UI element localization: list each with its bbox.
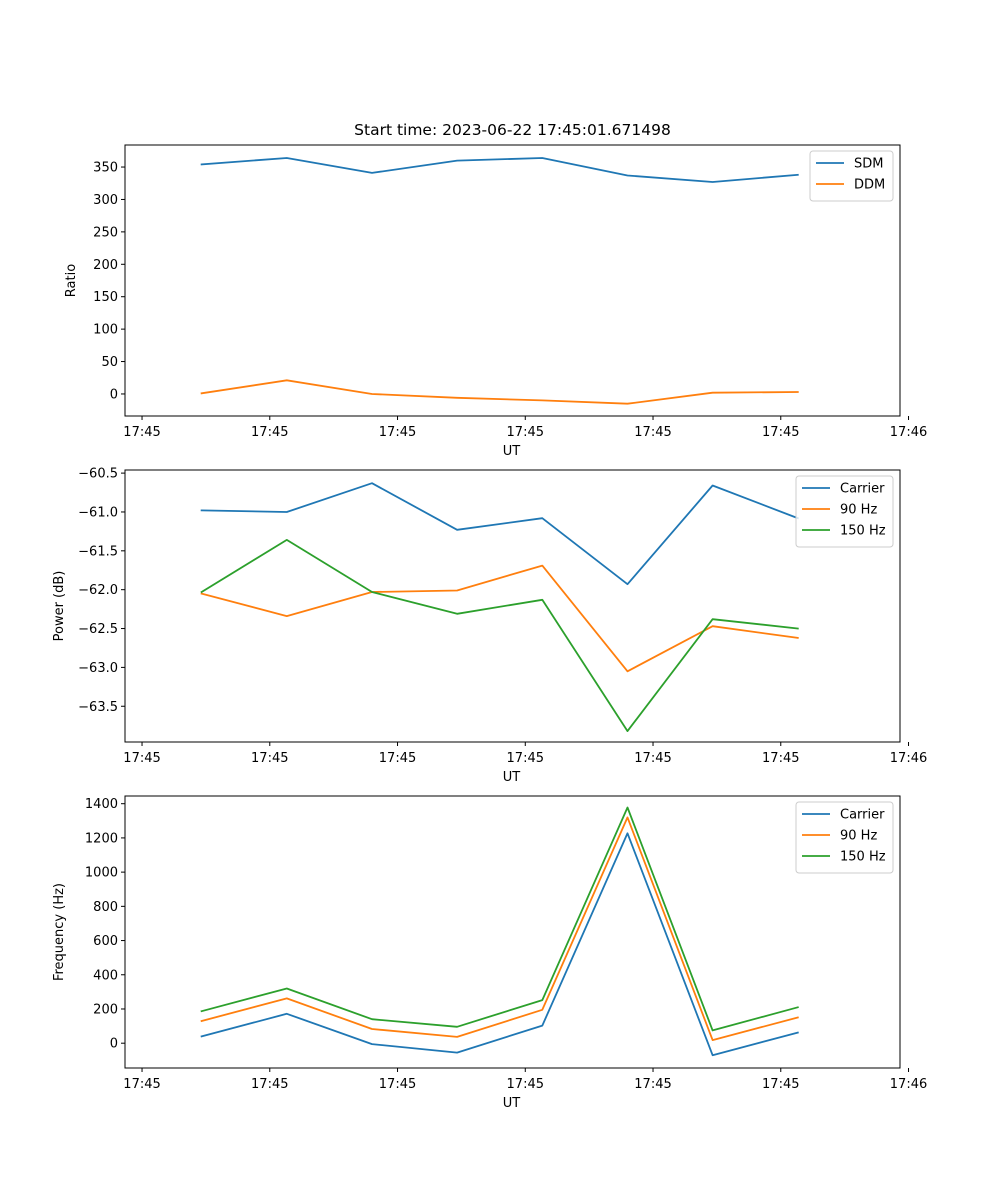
x-tick-label: 17:45 <box>251 425 288 440</box>
x-tick-label: 17:45 <box>507 1077 544 1092</box>
x-tick-label: 17:45 <box>123 425 160 440</box>
chart-panel-3: 0 200 400 600 800 1000 1200 1400 17:45 17:45 17:45… <box>52 795 927 1111</box>
series-line-150-hz <box>200 806 799 1032</box>
axes-frame <box>124 144 901 417</box>
series-line-carrier <box>200 482 799 586</box>
x-tick-label: 17:45 <box>251 751 288 766</box>
y-axis-label: Power (dB) <box>52 571 67 642</box>
y-axis-label: Frequency (Hz) <box>52 883 67 981</box>
y-tick-label: −62.0 <box>78 583 118 598</box>
y-tick-label: 1200 <box>85 831 118 846</box>
x-tick-label: 17:46 <box>890 425 927 440</box>
legend-entry: Carrier <box>840 482 885 497</box>
x-tick-label: 17:46 <box>890 1077 927 1092</box>
series-line-90-hz <box>200 564 799 673</box>
y-tick-label: 350 <box>93 161 118 176</box>
y-tick-label: −61.0 <box>78 505 118 520</box>
y-tick-label: 150 <box>93 290 118 305</box>
x-tick-label: 17:45 <box>762 751 799 766</box>
y-tick-label: 100 <box>93 323 118 338</box>
y-tick-label: 0 <box>110 1037 118 1052</box>
x-tick-label: 17:45 <box>379 425 416 440</box>
y-tick-label: 50 <box>101 355 118 370</box>
x-tick-label: 17:45 <box>762 1077 799 1092</box>
x-tick-label: 17:45 <box>123 1077 160 1092</box>
y-tick-label: 800 <box>93 900 118 915</box>
y-tick-label: −61.5 <box>78 544 118 559</box>
axes-frame <box>124 469 901 743</box>
x-tick-label: 17:45 <box>251 1077 288 1092</box>
y-tick-label: −63.5 <box>78 700 118 715</box>
series-line-90-hz <box>200 816 799 1041</box>
x-tick-label: 17:45 <box>507 425 544 440</box>
panels-container: Start time: 2023-06-22 17:45:01.671498 0 5… <box>52 121 927 1111</box>
y-tick-label: 200 <box>93 1002 118 1017</box>
x-tick-label: 17:45 <box>762 425 799 440</box>
x-axis-label: UT <box>503 1096 521 1111</box>
legend-entry: SDM <box>854 157 883 172</box>
y-tick-label: 250 <box>93 225 118 240</box>
legend-entry: Carrier <box>840 808 885 823</box>
x-axis-label: UT <box>503 770 521 785</box>
x-axis-label: UT <box>503 444 521 459</box>
series-line-150-hz <box>200 539 799 732</box>
x-tick-label: 17:45 <box>123 751 160 766</box>
y-tick-label: 200 <box>93 258 118 273</box>
x-tick-label: 17:45 <box>379 751 416 766</box>
y-tick-label: −60.5 <box>78 467 118 482</box>
x-tick-label: 17:45 <box>634 1077 671 1092</box>
legend-entry: 150 Hz <box>840 524 886 539</box>
y-tick-label: 600 <box>93 934 118 949</box>
x-tick-label: 17:45 <box>634 751 671 766</box>
y-tick-label: 1400 <box>85 797 118 812</box>
series-line-sdm <box>200 157 799 183</box>
legend: Carrier 90 Hz 150 Hz <box>795 801 894 874</box>
legend: Carrier 90 Hz 150 Hz <box>795 475 894 548</box>
legend: SDM DDM <box>809 150 894 202</box>
series-line-carrier <box>200 832 799 1057</box>
legend-entry: 90 Hz <box>840 503 877 518</box>
y-tick-label: −63.0 <box>78 661 118 676</box>
chart-panel-2: −63.5 −63.0 −62.5 −62.0 −61.5 −61.0 −60.5 17:45… <box>52 467 927 785</box>
legend-entry: 150 Hz <box>840 850 886 865</box>
chart-title: Start time: 2023-06-22 17:45:01.671498 <box>354 121 671 139</box>
chart-panel-1: Start time: 2023-06-22 17:45:01.671498 0 5… <box>64 121 927 459</box>
y-tick-label: 0 <box>110 387 118 402</box>
y-tick-label: 300 <box>93 193 118 208</box>
y-axis-label: Ratio <box>64 264 79 297</box>
axes-frame <box>124 795 901 1069</box>
y-tick-label: −62.5 <box>78 622 118 637</box>
x-tick-label: 17:45 <box>507 751 544 766</box>
legend-entry: DDM <box>854 178 885 193</box>
x-tick-label: 17:46 <box>890 751 927 766</box>
x-tick-label: 17:45 <box>634 425 671 440</box>
y-tick-label: 400 <box>93 968 118 983</box>
series-line-ddm <box>200 379 799 405</box>
y-tick-label: 1000 <box>85 866 118 881</box>
x-tick-label: 17:45 <box>379 1077 416 1092</box>
legend-entry: 90 Hz <box>840 829 877 844</box>
